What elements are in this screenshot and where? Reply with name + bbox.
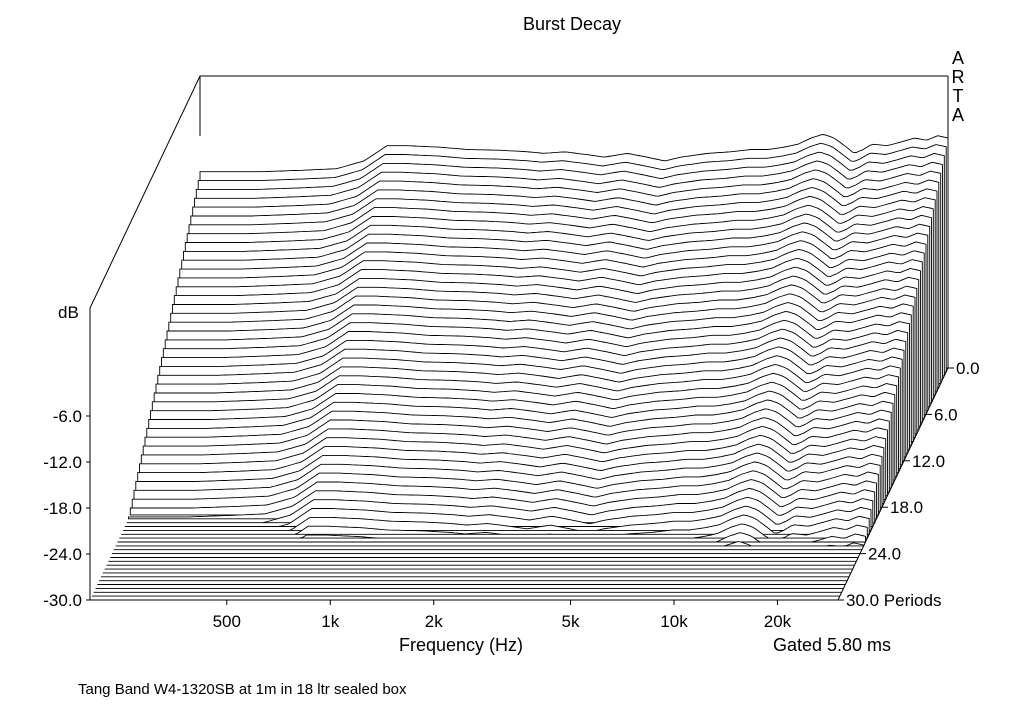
z-tick-label: 18.0 bbox=[890, 498, 923, 517]
y-axis-ticks: -6.0 -12.0 -18.0 -24.0 -30.0 bbox=[43, 407, 90, 610]
x-tick-label: 2k bbox=[425, 612, 443, 631]
chart-title: Burst Decay bbox=[523, 14, 621, 34]
frame-outline bbox=[89, 75, 948, 600]
z-axis-ticks: 0.0 6.0 12.0 18.0 24.0 30.0 Periods bbox=[838, 359, 980, 610]
decay-slice-42 bbox=[123, 505, 872, 531]
x-tick-label: 500 bbox=[213, 612, 241, 631]
z-tick-label: 0.0 bbox=[956, 359, 980, 378]
z-tick-label: 24.0 bbox=[868, 545, 901, 564]
z-tick-label: 12.0 bbox=[912, 452, 945, 471]
z-tick-label: 6.0 bbox=[934, 405, 958, 424]
x-tick-label: 5k bbox=[562, 612, 580, 631]
brand-letter: R bbox=[952, 67, 965, 87]
brand-letter: A bbox=[952, 105, 964, 125]
brand-letter: A bbox=[952, 48, 964, 68]
y-tick-label: -6.0 bbox=[53, 407, 82, 426]
decay-slice-44 bbox=[119, 523, 868, 539]
y-tick-label: -24.0 bbox=[43, 545, 82, 564]
y-tick-label: -30.0 bbox=[43, 591, 82, 610]
z-tick-label: 30.0 Periods bbox=[846, 591, 941, 610]
decay-slice-46 bbox=[115, 541, 865, 547]
x-tick-label: 10k bbox=[660, 612, 688, 631]
x-axis-label: Frequency (Hz) bbox=[399, 635, 523, 655]
x-tick-label: 20k bbox=[764, 612, 792, 631]
decay-slice-43 bbox=[121, 514, 870, 535]
y-axis-label: dB bbox=[58, 303, 79, 322]
y-tick-label: -18.0 bbox=[43, 499, 82, 518]
x-axis-ticks: 500 1k 2k 5k 10k 20k bbox=[213, 600, 792, 631]
decay-slices bbox=[90, 134, 949, 601]
decay-slice-45 bbox=[117, 532, 866, 543]
brand-letter: T bbox=[953, 86, 964, 106]
x-tick-label: 1k bbox=[321, 612, 339, 631]
y-tick-label: -12.0 bbox=[43, 453, 82, 472]
chart-caption: Tang Band W4-1320SB at 1m in 18 ltr seal… bbox=[78, 681, 407, 698]
gate-label: Gated 5.80 ms bbox=[773, 635, 891, 655]
